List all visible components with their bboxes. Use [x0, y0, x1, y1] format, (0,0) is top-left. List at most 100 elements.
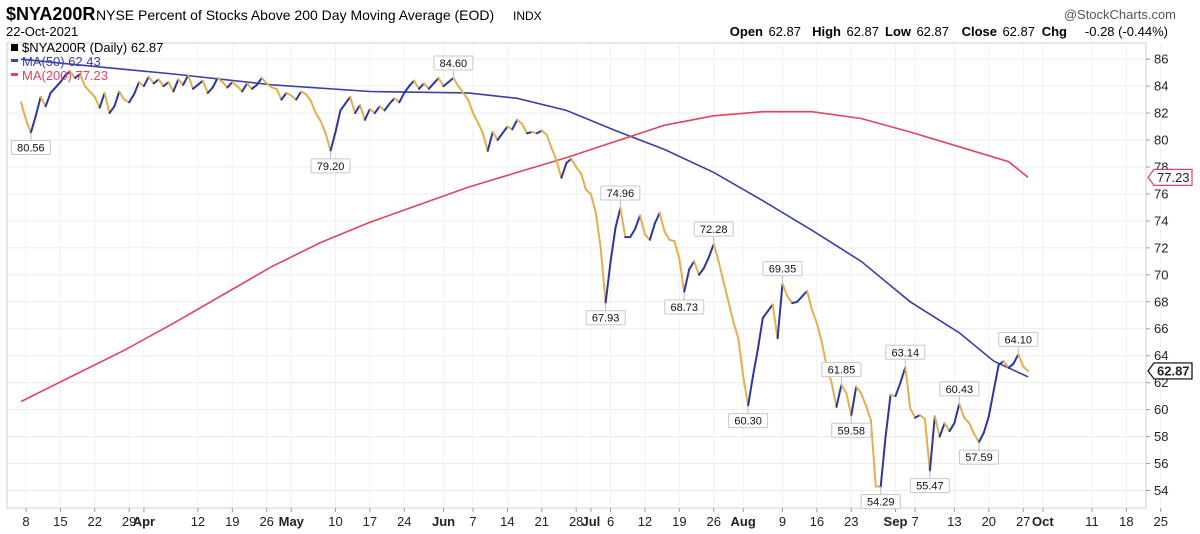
y-tick-label: 74	[1154, 213, 1168, 228]
data-label-box	[998, 331, 1039, 347]
data-label-box	[693, 221, 734, 237]
price-segment	[511, 118, 519, 131]
data-label-box	[10, 139, 51, 155]
ohlc-bar: -0.28 (-0.44%) Chg 62.87 Close 62.87 Low 62.87…	[730, 24, 1168, 39]
price-segment	[226, 81, 234, 89]
price-segment	[427, 82, 435, 90]
x-tick-label: 7	[469, 514, 476, 529]
y-tick-label: 76	[1154, 186, 1168, 201]
x-tick-label: May	[279, 514, 305, 529]
ohlc-label-low: Low	[885, 24, 912, 39]
x-tick-label: 17	[363, 514, 377, 529]
x-tick-label: 21	[535, 514, 549, 529]
symbol-title: $NYA200R	[6, 4, 95, 24]
price-segment	[909, 407, 917, 419]
price-segment	[255, 77, 263, 86]
x-tick-label: 11	[1085, 514, 1099, 529]
price-segment	[329, 131, 337, 152]
price-segment	[732, 321, 740, 340]
y-tick-label: 82	[1154, 106, 1168, 121]
price-segment	[992, 364, 1000, 392]
price-segment	[363, 108, 371, 121]
price-segment	[982, 415, 990, 434]
y-tick-label: 80	[1154, 133, 1168, 148]
price-segment	[103, 91, 111, 115]
price-segment	[373, 105, 381, 115]
price-segment	[113, 90, 121, 108]
price-segment	[476, 121, 484, 135]
right-label-box	[1147, 168, 1193, 186]
price-segment	[855, 385, 863, 395]
data-label-box	[831, 422, 872, 438]
price-segment	[776, 282, 784, 340]
price-segment	[295, 90, 303, 101]
price-segment	[192, 83, 199, 90]
x-tick-label: 24	[397, 514, 411, 529]
price-segment	[29, 114, 37, 134]
price-segment	[698, 267, 705, 276]
price-segment	[98, 91, 106, 109]
price-segment	[59, 74, 67, 84]
price-segment	[64, 70, 72, 77]
price-segment	[619, 207, 627, 239]
price-segment	[83, 85, 96, 98]
series-ma200	[20, 110, 1029, 403]
price-segment	[246, 82, 253, 90]
price-segment	[727, 300, 735, 323]
price-segment	[152, 78, 160, 85]
price-segment	[923, 418, 931, 472]
x-tick-label: 26	[259, 514, 273, 529]
data-label-67-93: 67.93	[592, 313, 620, 325]
price-segment	[894, 381, 902, 398]
price-segment	[521, 122, 529, 135]
price-segment	[756, 317, 764, 350]
price-segment	[555, 159, 563, 179]
price-segment	[280, 91, 288, 101]
ohlc-value-close: 62.87	[1002, 24, 1035, 39]
price-segment	[437, 77, 445, 88]
price-segment	[383, 102, 391, 112]
price-segment	[516, 118, 524, 125]
data-label-60-30: 60.30	[734, 416, 762, 428]
chart-date: 22-Oct-2021	[6, 24, 78, 39]
data-label-box	[939, 381, 980, 397]
x-tick-label: 28	[569, 514, 583, 529]
price-segment	[968, 422, 976, 435]
price-segment	[496, 132, 504, 141]
x-tick-label: 15	[53, 514, 67, 529]
price-segment	[987, 389, 995, 418]
price-segment	[643, 233, 651, 241]
legend: $NYA200R (Daily) 62.87 MA(50) 62.43 MA(2…	[11, 40, 163, 83]
series-layer	[20, 58, 1030, 488]
y-tick-label: 56	[1154, 456, 1168, 471]
data-label-54-29: 54.29	[867, 497, 895, 509]
price-segment	[467, 98, 474, 115]
price-segment	[167, 81, 175, 93]
data-label-box	[728, 413, 769, 429]
ohlc-value-low: 62.87	[916, 24, 949, 39]
price-segment	[879, 435, 887, 488]
x-tick-label: 16	[810, 514, 824, 529]
price-segment	[594, 211, 602, 249]
price-segment	[501, 125, 509, 135]
price-segment	[585, 188, 592, 195]
x-tick-label: 8	[22, 514, 29, 529]
data-label-60-43: 60.43	[946, 384, 974, 396]
price-segment	[408, 79, 416, 88]
price-segment	[241, 82, 249, 93]
price-segment	[604, 260, 612, 304]
price-segment	[221, 81, 229, 89]
price-segment	[388, 97, 396, 105]
price-segment	[860, 392, 867, 407]
price-segment	[138, 81, 145, 88]
price-segment	[39, 95, 47, 108]
price-segment	[403, 85, 411, 94]
ohlc-value-open: 62.87	[768, 24, 801, 39]
price-segment	[801, 290, 809, 298]
price-segment	[133, 81, 140, 96]
x-tick-label: 14	[500, 514, 514, 529]
price-segment	[752, 348, 759, 377]
data-label-74-96: 74.96	[607, 188, 635, 200]
price-segment	[678, 257, 686, 293]
